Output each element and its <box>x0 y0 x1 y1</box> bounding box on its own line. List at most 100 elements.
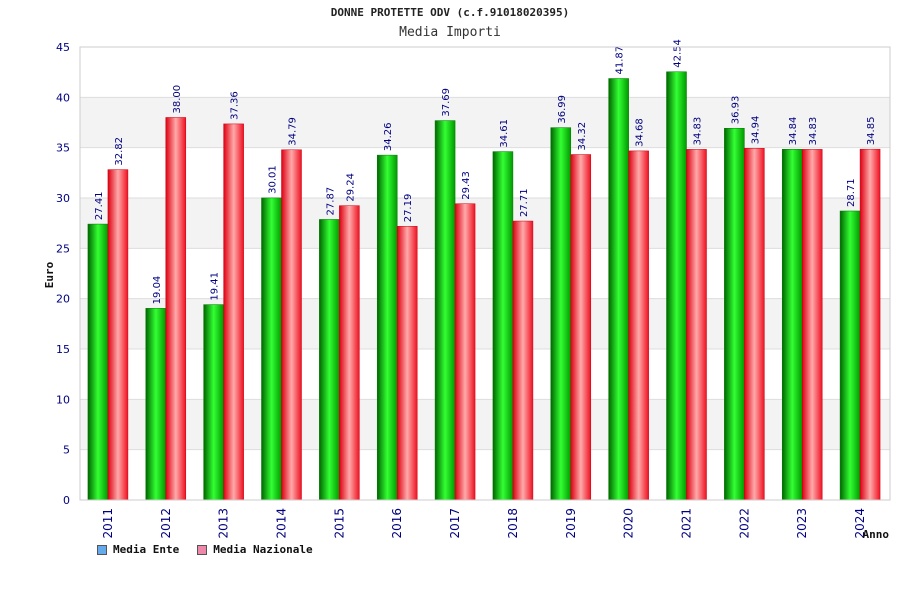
grid-band <box>80 248 890 299</box>
x-tick-label: 2011 <box>101 508 115 539</box>
data-label: 41.87 <box>615 46 626 75</box>
data-label: 29.43 <box>461 171 472 200</box>
data-label: 27.87 <box>325 187 336 216</box>
bar-media-nazionale <box>339 205 360 501</box>
grid-band <box>80 97 890 148</box>
bar-media-ente <box>550 127 572 501</box>
x-tick-label: 2016 <box>390 508 404 539</box>
x-tick-label: 2023 <box>795 508 809 539</box>
data-label: 34.26 <box>383 122 394 151</box>
grid <box>80 46 890 501</box>
grid-band <box>80 147 890 198</box>
bar-media-ente <box>839 210 861 501</box>
data-label: 29.24 <box>345 173 356 202</box>
y-tick-label: 45 <box>56 41 70 54</box>
bar-media-nazionale <box>628 150 649 501</box>
bar-media-nazionale <box>744 148 765 501</box>
y-axis-label: Euro <box>43 261 56 288</box>
y-tick-label: 35 <box>56 142 70 155</box>
legend-swatch-media-ente <box>97 544 107 555</box>
bar-media-nazionale <box>165 117 187 501</box>
data-label: 36.93 <box>730 96 741 125</box>
bar-media-nazionale <box>281 149 302 501</box>
y-tick-label: 0 <box>63 494 70 507</box>
bar-media-nazionale <box>801 149 823 501</box>
bar-media-nazionale <box>859 148 881 501</box>
grid-band <box>80 349 890 400</box>
data-labels: 27.41 32.82 19.04 38.00 19.41 37.36 30.01 34.79… <box>94 39 877 304</box>
bar-media-nazionale <box>107 169 129 501</box>
x-tick-label: 2013 <box>217 508 231 539</box>
data-label: 34.83 <box>808 117 819 146</box>
bar-media-nazionale <box>570 154 592 501</box>
bar-media-ente <box>145 308 167 501</box>
data-label: 37.36 <box>230 91 241 120</box>
data-label: 19.41 <box>210 272 221 301</box>
data-label: 27.19 <box>403 194 414 223</box>
bar-media-ente <box>434 120 456 501</box>
bar-media-nazionale <box>454 203 476 501</box>
y-tick-label: 20 <box>56 293 70 306</box>
bar-media-ente <box>666 71 687 501</box>
x-tick-label: 2019 <box>564 508 578 539</box>
y-tick-label: 25 <box>56 242 70 255</box>
x-tick-label: 2014 <box>275 508 289 539</box>
bar-media-ente <box>492 151 514 501</box>
chart-title: DONNE PROTETTE ODV (c.f.91018020395) <box>330 6 570 19</box>
legend-label-media-ente: Media Ente <box>113 543 180 556</box>
bar-media-ente <box>724 127 745 501</box>
axes: 0 5 10 15 20 25 30 35 40 45 2011 2012 2013 2014 2015 20… <box>43 41 891 541</box>
grid-band <box>80 449 890 500</box>
data-label: 34.84 <box>788 117 799 146</box>
data-label: 36.99 <box>557 95 568 124</box>
data-label: 34.83 <box>693 117 704 146</box>
grid-band <box>80 298 890 349</box>
y-tick-label: 10 <box>56 393 70 406</box>
chart-subtitle: Media Importi <box>399 25 501 40</box>
data-label: 32.82 <box>114 137 125 166</box>
plot-border <box>79 46 891 501</box>
data-label: 19.04 <box>152 276 163 305</box>
bar-media-ente <box>781 149 803 501</box>
grid-band <box>80 198 890 249</box>
x-tick-label: 2021 <box>680 508 694 539</box>
legend-label-media-nazionale: Media Nazionale <box>213 543 313 556</box>
x-tick-label: 2015 <box>332 508 346 539</box>
data-label: 37.69 <box>441 88 452 117</box>
y-tick-label: 5 <box>63 444 70 457</box>
y-tick-label: 30 <box>56 192 70 205</box>
legend-swatch-media-nazionale <box>197 544 208 555</box>
data-label: 34.32 <box>577 122 588 151</box>
data-label: 34.61 <box>499 119 510 148</box>
x-tick-label: 2024 <box>853 508 867 539</box>
data-label: 34.94 <box>750 116 761 145</box>
bar-media-ente <box>376 154 398 501</box>
x-tick-label: 2017 <box>448 508 462 539</box>
bars <box>87 71 881 501</box>
data-label: 28.71 <box>846 178 857 207</box>
bar-media-nazionale <box>396 226 418 501</box>
x-tick-label: 2020 <box>622 508 636 539</box>
bar-media-ente <box>87 223 109 501</box>
x-axis-label: Anno <box>863 528 890 541</box>
data-label: 30.01 <box>268 165 279 194</box>
data-label: 42.54 <box>673 39 684 68</box>
data-label: 27.71 <box>519 188 530 217</box>
bar-media-ente <box>608 78 629 501</box>
data-label: 34.85 <box>866 117 877 146</box>
bar-media-nazionale <box>223 123 244 501</box>
data-label: 27.41 <box>94 191 105 220</box>
grid-band <box>80 399 890 450</box>
data-label: 34.68 <box>635 118 646 147</box>
bar-media-nazionale <box>512 220 534 501</box>
grid-band <box>80 47 890 98</box>
legend-item-media-ente: Media Ente <box>97 543 179 556</box>
bar-media-ente <box>319 219 340 501</box>
data-label: 38.00 <box>172 85 183 114</box>
bar-media-ente <box>203 304 224 501</box>
legend: Media Ente Media Nazionale <box>97 543 313 556</box>
x-tick-label: 2018 <box>506 508 520 539</box>
bar-media-ente <box>261 197 282 501</box>
bar-media-nazionale <box>686 149 707 501</box>
y-tick-label: 40 <box>56 91 70 104</box>
